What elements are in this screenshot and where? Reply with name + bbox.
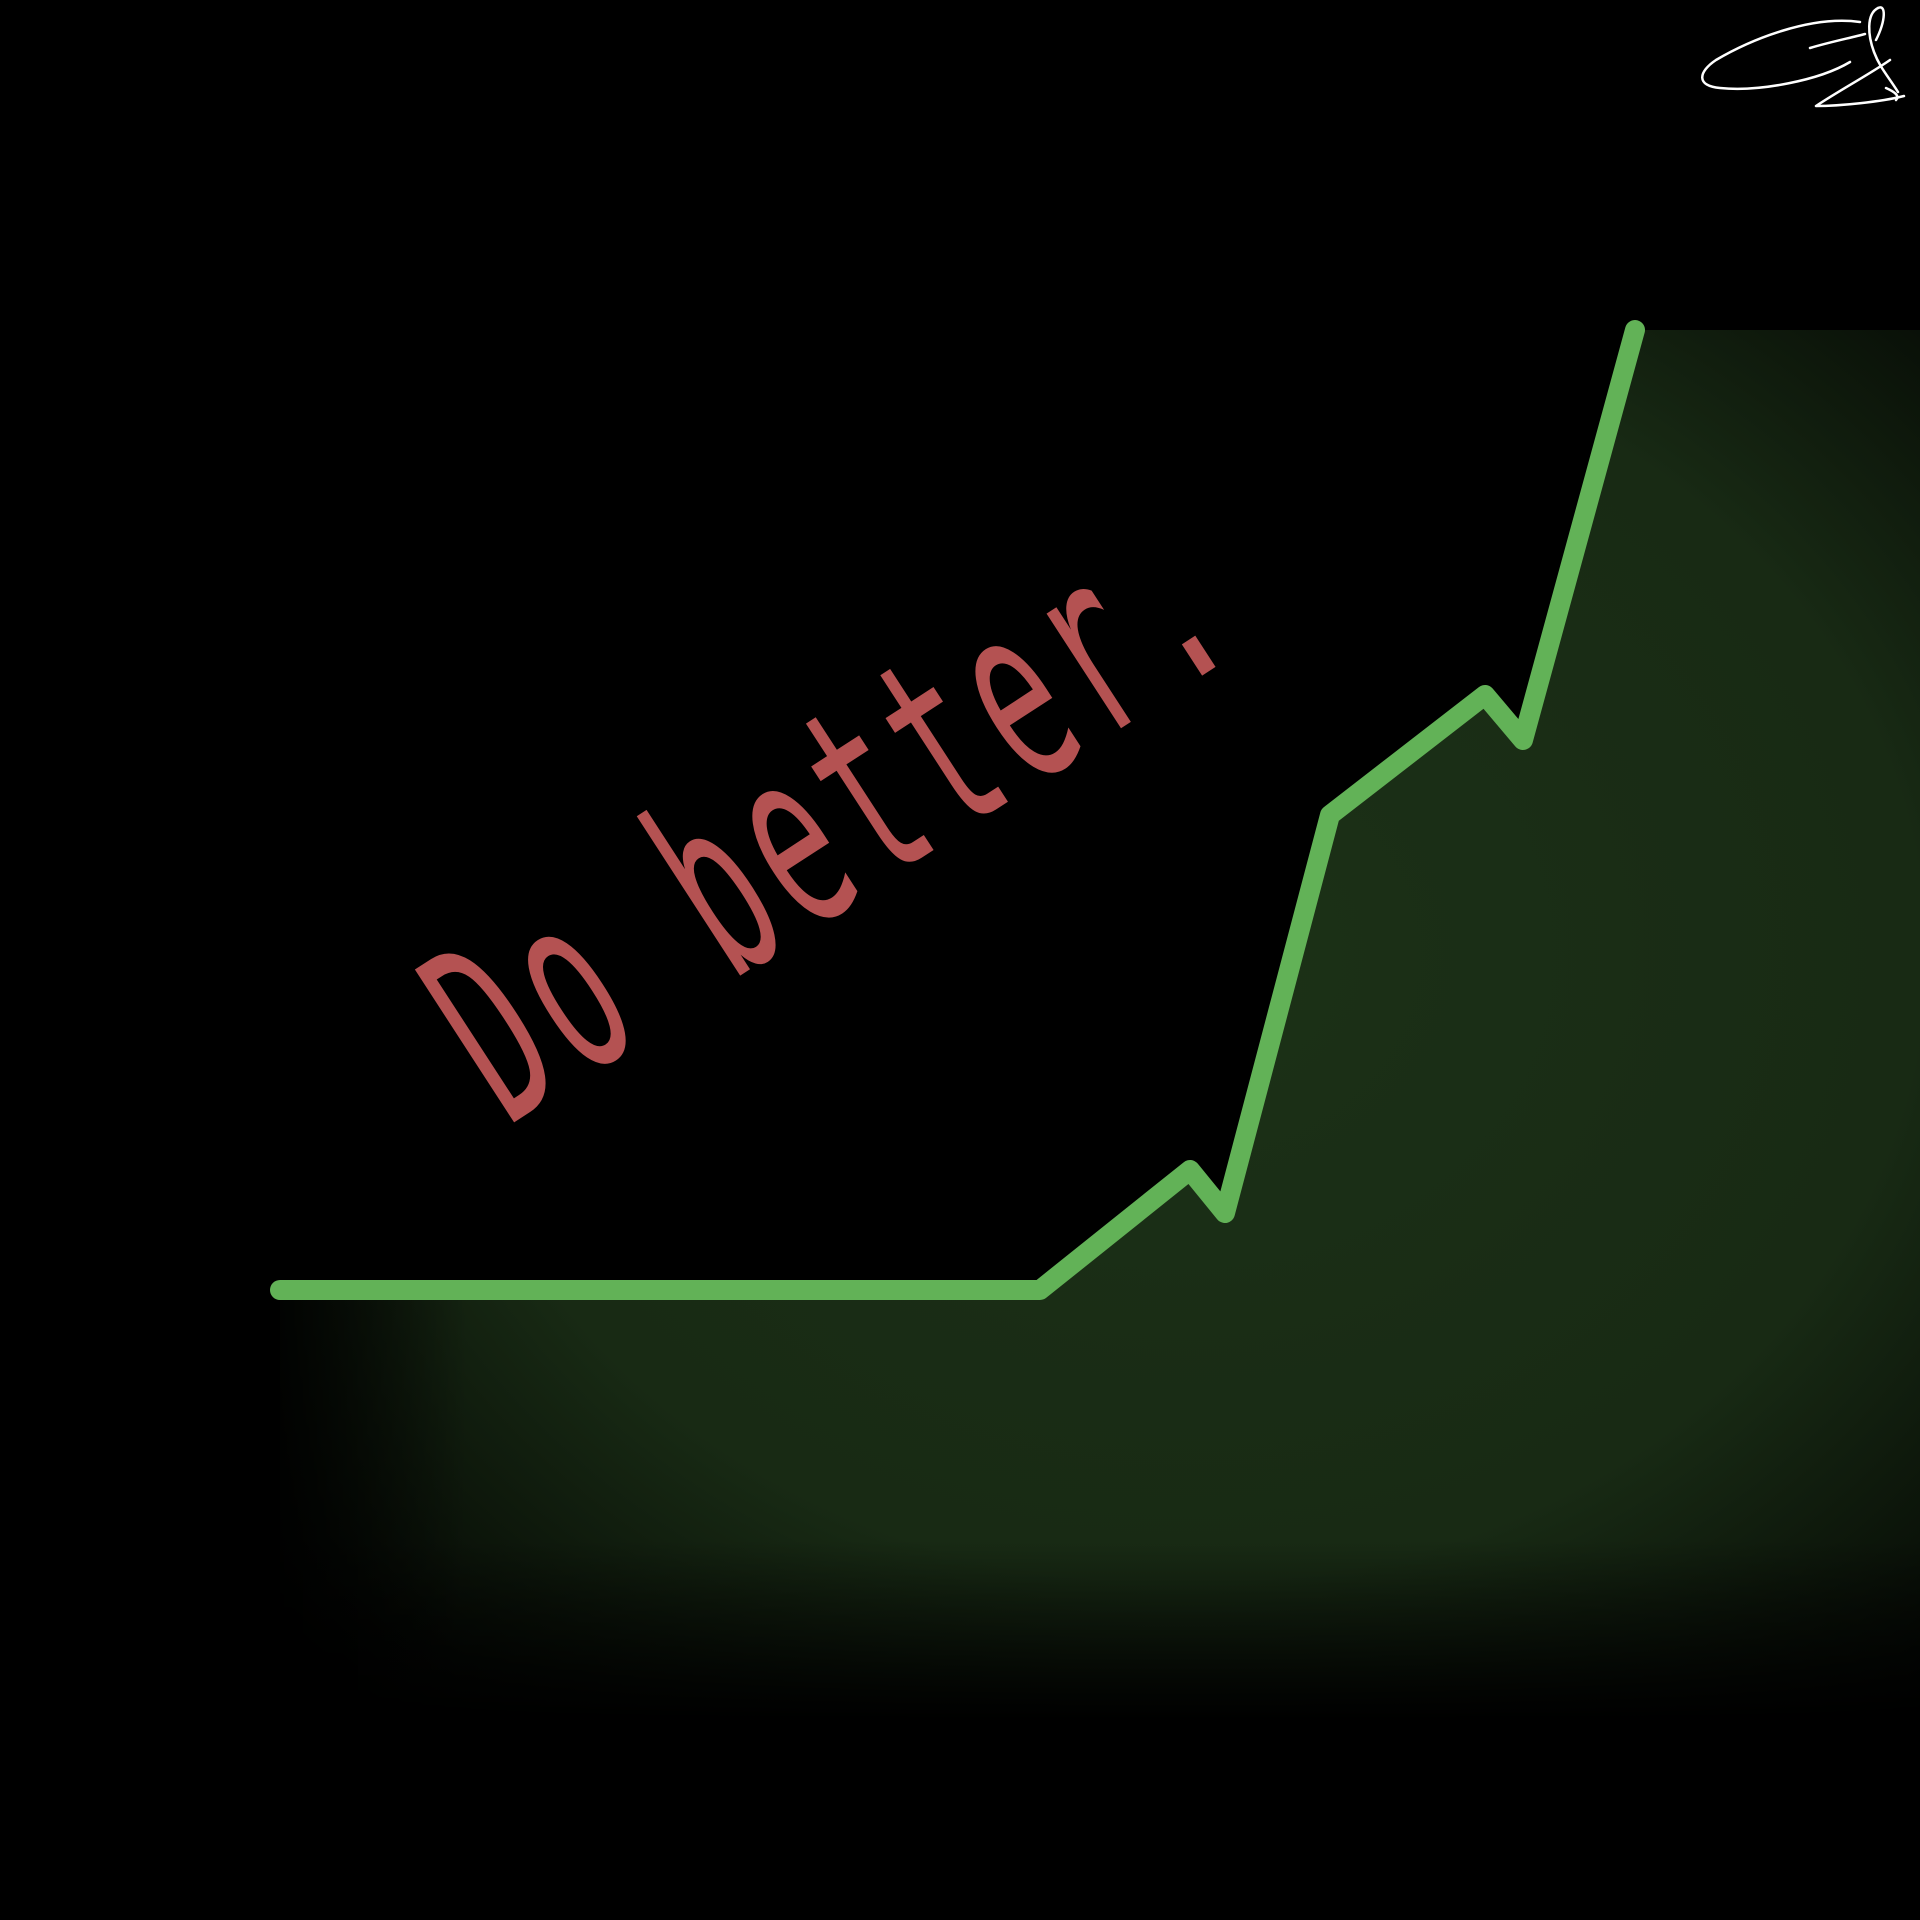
signature-icon [1701,6,1906,108]
trend-line [270,320,1645,1300]
